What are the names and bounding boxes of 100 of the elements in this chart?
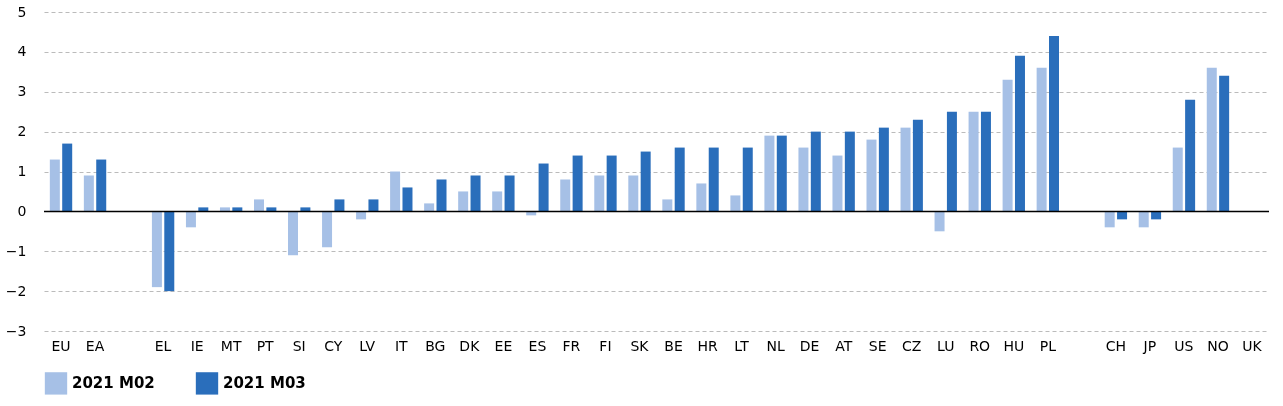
- bar: [83, 175, 94, 212]
- x-tick-label: BG: [425, 337, 446, 354]
- bar: [1002, 79, 1013, 212]
- bar: [844, 131, 855, 212]
- y-tick-label: 4: [17, 43, 27, 60]
- x-tick-label: IT: [394, 337, 409, 354]
- bar: [492, 191, 503, 212]
- bar: [334, 199, 345, 212]
- bar: [1219, 75, 1230, 212]
- y-tick-label: 0: [17, 202, 27, 219]
- x-tick-label: DK: [459, 337, 481, 354]
- y-tick-label: 1: [17, 163, 27, 179]
- bar: [934, 211, 945, 232]
- bar: [424, 203, 435, 212]
- bar: [606, 155, 617, 212]
- bar: [436, 179, 447, 212]
- y-tick-label: −3: [5, 322, 27, 339]
- bar: [151, 211, 162, 288]
- bar: [538, 163, 549, 212]
- x-tick-label: EL: [154, 337, 172, 354]
- bar: [708, 147, 719, 212]
- bar: [866, 139, 877, 212]
- bar: [640, 151, 651, 212]
- y-tick-label: −1: [5, 242, 27, 259]
- y-tick-label: 3: [17, 83, 27, 100]
- x-tick-label: EE: [494, 337, 513, 354]
- bar: [1138, 211, 1149, 228]
- bar: [810, 131, 821, 212]
- bar: [776, 135, 787, 212]
- x-tick-label: IE: [190, 337, 204, 354]
- x-tick-label: EU: [51, 337, 71, 354]
- x-tick-label: AT: [835, 337, 853, 354]
- bar: [504, 175, 515, 212]
- bar: [164, 211, 175, 292]
- bar: [1206, 67, 1217, 212]
- bar: [253, 199, 264, 212]
- bar: [322, 211, 333, 248]
- bar: [764, 135, 775, 212]
- x-tick-label: FR: [562, 337, 581, 354]
- x-tick-label: US: [1174, 337, 1194, 354]
- bar: [49, 159, 60, 212]
- bar: [219, 207, 230, 212]
- x-tick-label: SE: [868, 337, 887, 354]
- x-tick-label: NL: [766, 337, 785, 354]
- x-tick-label: ES: [528, 337, 547, 354]
- x-tick-label: DE: [799, 337, 820, 354]
- x-tick-label: CH: [1105, 337, 1127, 354]
- bar: [572, 155, 583, 212]
- bar: [742, 147, 753, 212]
- x-tick-label: RO: [969, 337, 991, 354]
- bar: [1036, 67, 1047, 212]
- bar: [1185, 99, 1196, 212]
- x-tick-label: SK: [630, 337, 650, 354]
- bar: [560, 179, 571, 212]
- bar: [674, 147, 685, 212]
- bar: [300, 207, 311, 212]
- legend-label: 2021 M03: [223, 374, 306, 393]
- bar: [912, 119, 923, 212]
- x-tick-label: EA: [85, 337, 105, 354]
- legend-label: 2021 M02: [72, 374, 155, 393]
- bar: [288, 211, 299, 256]
- x-tick-label: HU: [1003, 337, 1025, 354]
- x-tick-label: FI: [599, 337, 612, 354]
- bar: [368, 199, 379, 212]
- bar: [470, 175, 481, 212]
- bar: [1014, 55, 1025, 212]
- bar: [96, 159, 107, 212]
- bar: [594, 175, 605, 212]
- bar: [62, 143, 73, 212]
- bar: [402, 187, 413, 212]
- x-tick-label: NO: [1207, 337, 1229, 354]
- bar: [946, 111, 957, 212]
- y-tick-label: −2: [5, 282, 27, 299]
- bar: [980, 111, 991, 212]
- bar: [185, 211, 196, 228]
- bar: [662, 199, 673, 212]
- bar: [832, 155, 843, 212]
- x-tick-label: MT: [220, 337, 242, 354]
- bar: [1049, 35, 1060, 212]
- bar: [266, 207, 277, 212]
- bar: [628, 175, 639, 212]
- x-tick-label: PL: [1039, 337, 1057, 354]
- bar: [232, 207, 243, 212]
- x-tick-label: HR: [697, 337, 718, 354]
- bar: [390, 171, 401, 212]
- x-tick-label: LV: [359, 337, 376, 354]
- x-tick-label: SI: [292, 337, 306, 354]
- bar: [458, 191, 469, 212]
- bar: [198, 207, 209, 212]
- x-tick-label: LT: [734, 337, 750, 354]
- bar: [696, 183, 707, 212]
- x-tick-label: LU: [937, 337, 955, 354]
- x-tick-label: CZ: [902, 337, 922, 354]
- bar: [730, 195, 741, 212]
- bar: [798, 147, 809, 212]
- y-tick-label: 5: [17, 3, 27, 20]
- bar: [1172, 147, 1183, 212]
- x-tick-label: UK: [1242, 337, 1263, 354]
- bar: [968, 111, 979, 212]
- x-tick-label: JP: [1142, 337, 1157, 354]
